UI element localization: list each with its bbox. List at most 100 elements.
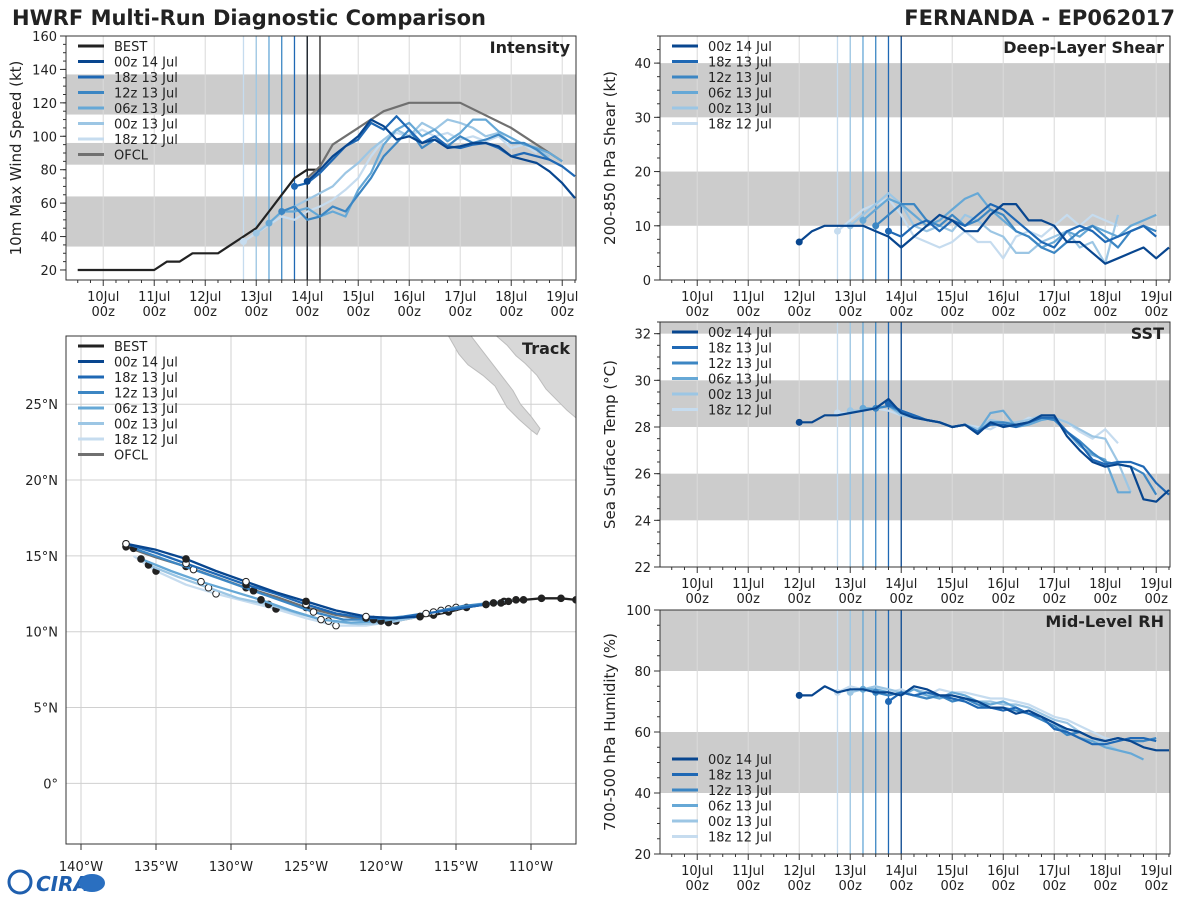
sst-xtick-hour-14: 00z	[890, 592, 914, 607]
shear-init-marker-06z-13-jul	[859, 216, 867, 224]
shear-ytick-label-30: 30	[634, 111, 651, 126]
intensity-ytick-label-60: 60	[40, 197, 57, 212]
intensity-ytick-label-100: 100	[32, 130, 57, 145]
intensity-panel: 2040608010012014016010Jul00z11Jul00z12Ju…	[7, 30, 578, 320]
sst-legend-label-00z-13-jul: 00z 13 Jul	[708, 388, 772, 403]
intensity-init-marker-00z-13-jul	[252, 229, 260, 237]
rh-xtick-day-15: 15Jul	[936, 864, 968, 879]
sst-xtick-day-15: 15Jul	[936, 577, 968, 592]
intensity-xtick-day-12: 12Jul	[189, 290, 221, 305]
shear-series-00z-13-jul	[849, 192, 1120, 265]
track-point-best	[572, 596, 576, 604]
track-point-00z-14-jul	[302, 597, 310, 606]
shear-xtick-hour-11: 00z	[737, 305, 761, 320]
track-legend-label-best: BEST	[114, 340, 147, 355]
shear-xtick-day-13: 13Jul	[834, 290, 866, 305]
track-frame	[65, 335, 577, 845]
sst-ytick-label-22: 22	[634, 561, 651, 576]
sst-xtick-hour-16: 00z	[992, 592, 1016, 607]
shear-ylabel: 200-850 hPa Shear (kt)	[601, 71, 619, 245]
rh-band-1	[660, 610, 1170, 671]
shear-legend-label-12z-13-jul: 12z 13 Jul	[708, 71, 772, 86]
rh-legend-label-18z-13-jul: 18z 13 Jul	[708, 769, 772, 784]
track-ytick-label: 15°N	[25, 550, 58, 565]
rh-xtick-hour-12: 00z	[788, 879, 812, 894]
sst-legend-label-06z-13-jul: 06z 13 Jul	[708, 373, 772, 388]
intensity-band-2	[66, 74, 576, 115]
shear-band-0	[660, 171, 1170, 226]
shear-xtick-day-15: 15Jul	[936, 290, 968, 305]
track-ytick-label: 20°N	[25, 474, 58, 489]
rh-xtick-day-17: 17Jul	[1038, 864, 1070, 879]
rh-series-00z-14-jul	[799, 685, 1169, 752]
sst-frame	[659, 321, 1171, 568]
track-xtick-label: 125°W	[284, 860, 328, 875]
intensity-series-best	[77, 168, 320, 272]
intensity-xtick-day-15: 15Jul	[342, 290, 374, 305]
track-point-best	[519, 596, 528, 604]
track-series-00z-14-jul	[125, 542, 421, 620]
intensity-xtick-day-13: 13Jul	[240, 290, 272, 305]
track-xtick-label: 115°W	[434, 860, 478, 875]
shear-xtick-day-19: 19Jul	[1140, 290, 1172, 305]
rh-xtick-hour-14: 00z	[890, 879, 914, 894]
rh-series-18z-13-jul	[887, 691, 1157, 746]
shear-xtick-hour-18: 00z	[1094, 305, 1118, 320]
track-xtick-label: 140°W	[59, 860, 103, 875]
sst-xtick-hour-18: 00z	[1094, 592, 1118, 607]
rh-band-0	[660, 732, 1170, 793]
rh-xtick-day-19: 19Jul	[1140, 864, 1172, 879]
sst-ytick-label-32: 32	[634, 328, 651, 343]
rh-xtick-hour-11: 00z	[737, 879, 761, 894]
shear-ytick-label-0: 0	[643, 274, 651, 289]
sst-ytick-label-28: 28	[634, 421, 651, 436]
intensity-series-00z-13-jul	[255, 118, 551, 235]
rh-xtick-hour-10: 00z	[686, 879, 710, 894]
shear-panel: 01020304010Jul00z11Jul00z12Jul00z13Jul00…	[601, 35, 1172, 320]
rh-legend-label-18z-12-jul: 18z 12 Jul	[708, 831, 772, 846]
sst-band-0	[660, 473, 1170, 521]
intensity-xtick-day-18: 18Jul	[495, 290, 527, 305]
rh-panel-title: Mid-Level RH	[1045, 612, 1164, 631]
rh-xtick-hour-16: 00z	[992, 879, 1016, 894]
track-xtick-label: 120°W	[359, 860, 403, 875]
rh-init-marker-00z-14-jul	[795, 691, 803, 699]
mexico-landmass	[495, 336, 576, 419]
rh-xtick-hour-17: 00z	[1043, 879, 1067, 894]
rh-ytick-label-80: 80	[634, 665, 651, 680]
rh-xtick-hour-13: 00z	[839, 879, 863, 894]
shear-xtick-day-14: 14Jul	[885, 290, 917, 305]
sst-plot-area	[660, 322, 1170, 567]
shear-ytick-label-10: 10	[634, 220, 651, 235]
intensity-ytick-label-80: 80	[40, 164, 57, 179]
intensity-band-0	[66, 196, 576, 247]
sst-ytick-label-30: 30	[634, 374, 651, 389]
sst-ytick-label-24: 24	[634, 514, 651, 529]
rh-legend-label-12z-13-jul: 12z 13 Jul	[708, 784, 772, 799]
intensity-legend-label-18z-12-jul: 18z 12 Jul	[114, 133, 178, 148]
shear-init-marker-18z-12-jul	[833, 227, 841, 235]
intensity-frame	[65, 35, 577, 281]
cira-logo-ring-icon	[7, 869, 33, 895]
shear-xtick-day-16: 16Jul	[987, 290, 1019, 305]
intensity-series-ofcl	[306, 101, 563, 179]
track-plot-area	[66, 336, 576, 844]
track-point-06z-13-jul	[197, 577, 205, 586]
intensity-init-marker-18z-13-jul	[290, 182, 298, 190]
track-point-18z-13-jul	[422, 609, 430, 618]
rh-ytick-label-20: 20	[634, 848, 651, 863]
rh-ytick-label-100: 100	[626, 604, 651, 619]
track-legend-label-ofcl: OFCL	[114, 449, 149, 464]
track-point-12z-13-jul	[489, 599, 498, 607]
sst-xtick-hour-11: 00z	[737, 592, 761, 607]
track-point-00z-14-jul	[122, 539, 130, 548]
track-legend-label-06z-13-jul: 06z 13 Jul	[114, 402, 178, 417]
shear-legend-label-06z-13-jul: 06z 13 Jul	[708, 87, 772, 102]
sst-xtick-day-19: 19Jul	[1140, 577, 1172, 592]
rh-legend-label-06z-13-jul: 06z 13 Jul	[708, 800, 772, 815]
intensity-series-00z-14-jul	[306, 118, 576, 199]
shear-series-00z-14-jul	[798, 203, 1170, 265]
sst-xtick-day-11: 11Jul	[732, 577, 764, 592]
intensity-xtick-day-14: 14Jul	[291, 290, 323, 305]
